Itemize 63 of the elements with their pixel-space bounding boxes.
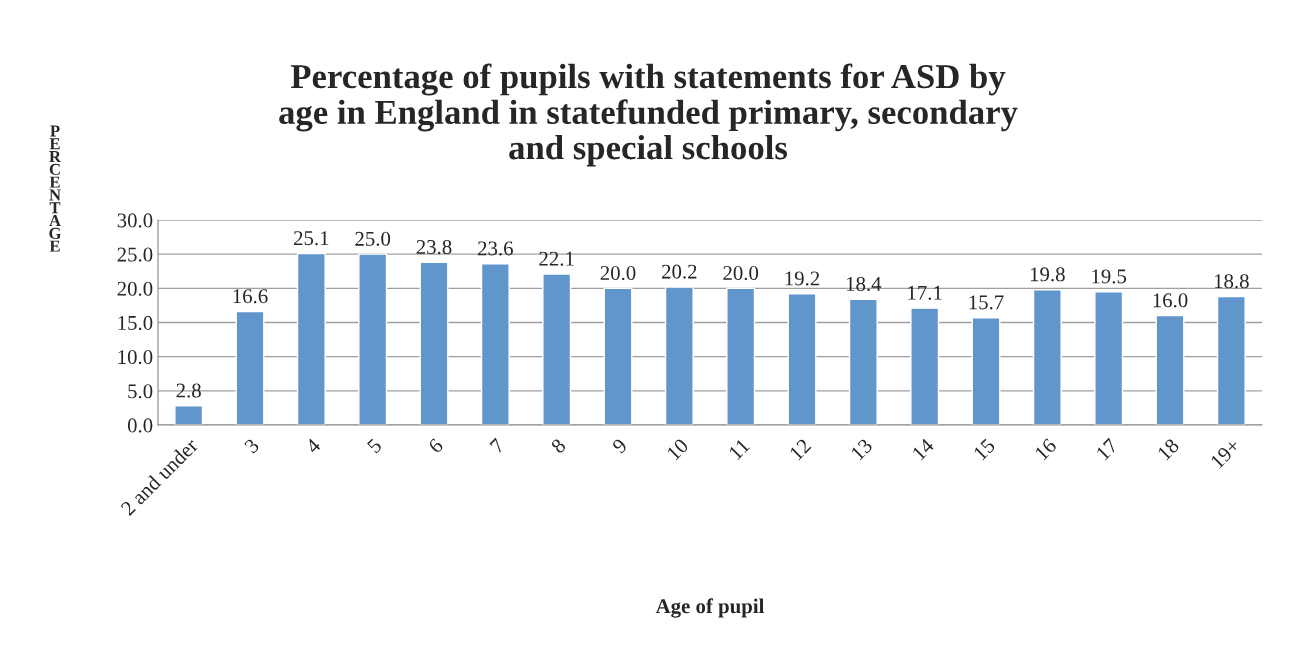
y-tick-label: 15.0 xyxy=(118,315,153,331)
y-tick-label: 20.0 xyxy=(117,281,153,296)
data-label: 17.1 xyxy=(908,285,942,300)
bar xyxy=(296,252,326,425)
data-label: 25.0 xyxy=(355,231,391,246)
bar xyxy=(910,307,940,425)
x-tick-label: 10 xyxy=(666,437,690,461)
data-label: 23.8 xyxy=(416,239,452,255)
text: PERCENTAGE xyxy=(49,125,62,252)
y-tick-label: 5.0 xyxy=(128,384,153,399)
x-tick-label: 4 xyxy=(304,437,322,455)
bar xyxy=(235,310,265,425)
x-axis-title: Age of pupil xyxy=(655,598,765,618)
data-label: 2.8 xyxy=(176,383,201,398)
data-label: 19.5 xyxy=(1092,269,1127,284)
y-tick-label: 25.0 xyxy=(117,247,153,262)
x-tick-label: 13 xyxy=(850,437,874,461)
bar xyxy=(603,287,633,425)
data-label: 20.0 xyxy=(723,265,759,281)
x-tick-label: 14 xyxy=(911,437,935,461)
data-label: 16.6 xyxy=(233,289,268,304)
bar xyxy=(848,298,878,425)
y-tick-label: 0.0 xyxy=(127,418,153,433)
x-tick-label: 15 xyxy=(973,437,996,461)
x-tick-label: 18 xyxy=(1156,437,1180,461)
bar xyxy=(1032,289,1062,425)
chart-title: Percentage of pupils with statements for ASD by age in England in statefunded primary, secondary and special schools xyxy=(279,63,1018,167)
y-tick-label: 30.0 xyxy=(117,213,153,228)
bar xyxy=(174,405,204,425)
data-label: 25.1 xyxy=(294,231,329,246)
data-label: 15.7 xyxy=(969,295,1004,310)
x-tick-label: 8 xyxy=(550,437,567,454)
x-tick-label: 9 xyxy=(611,437,628,455)
x-tick-label: 19+ xyxy=(1210,437,1241,469)
bar xyxy=(664,286,694,425)
data-label: 20.0 xyxy=(600,265,636,281)
x-tick-label: 5 xyxy=(366,437,383,454)
bar xyxy=(726,287,756,425)
bar xyxy=(1094,291,1124,425)
x-tick-label: 3 xyxy=(243,437,260,454)
bar xyxy=(971,317,1001,425)
data-label: 18.4 xyxy=(846,276,882,292)
bar xyxy=(542,273,572,425)
data-label: 20.2 xyxy=(662,264,697,279)
bar xyxy=(480,263,510,425)
bar xyxy=(1155,314,1185,425)
data-label: 22.1 xyxy=(539,251,574,266)
data-label: 23.6 xyxy=(478,241,513,256)
bar xyxy=(419,261,449,425)
y-tick-label: 10.0 xyxy=(118,350,153,365)
x-tick-label: 12 xyxy=(789,438,812,461)
bar xyxy=(787,293,817,425)
data-label: 19.8 xyxy=(1030,267,1065,282)
x-tick-label: 16 xyxy=(1034,437,1058,461)
data-label: 16.0 xyxy=(1153,293,1188,308)
x-tick-label: 6 xyxy=(427,437,444,454)
bar xyxy=(358,253,388,425)
data-label: 18.8 xyxy=(1214,274,1249,289)
x-tick-label: 7 xyxy=(489,437,506,454)
x-tick-label: 17 xyxy=(1095,437,1119,461)
data-label: 19.2 xyxy=(785,271,820,286)
x-tick-label: 11 xyxy=(728,438,751,460)
bar xyxy=(1216,295,1246,425)
